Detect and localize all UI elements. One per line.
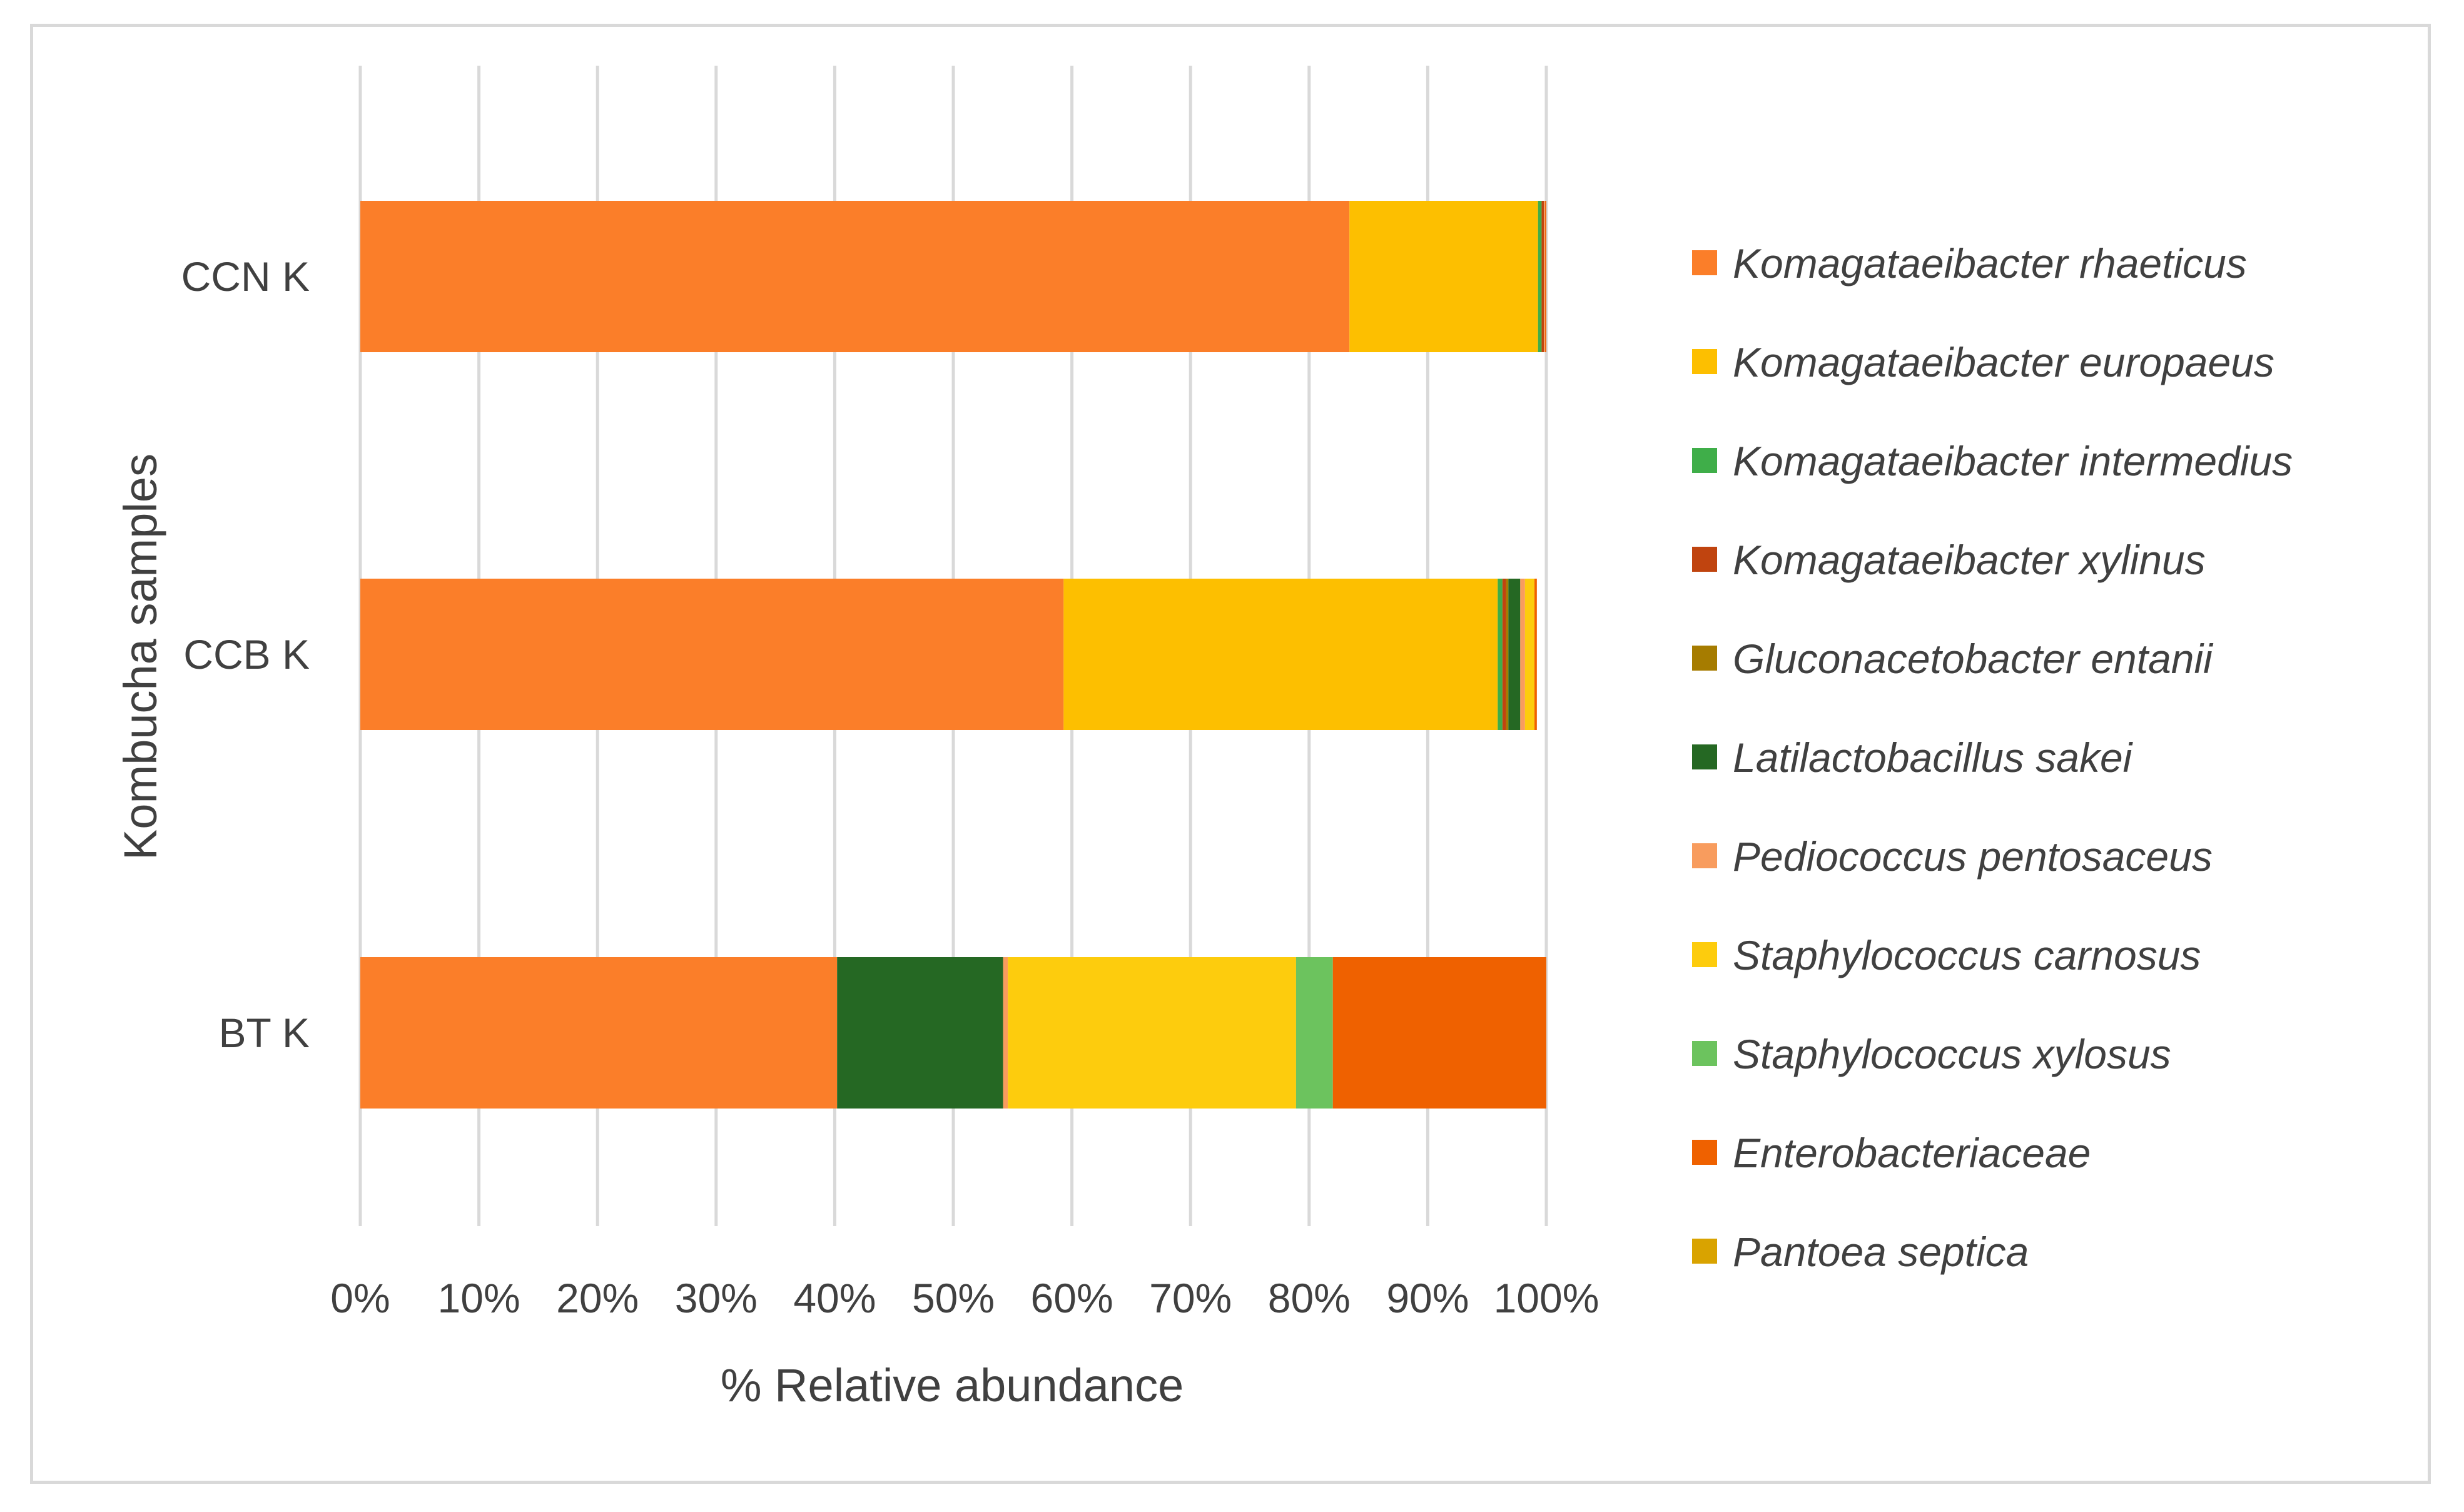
legend-label: Pantoea septica xyxy=(1733,1229,2029,1275)
legend-label: Enterobacteriaceae xyxy=(1733,1130,2091,1176)
x-tick-label: 80% xyxy=(1268,1275,1351,1321)
bar-segment xyxy=(360,579,1064,730)
legend-label: Staphylococcus carnosus xyxy=(1733,932,2201,978)
legend-label: Komagataeibacter xylinus xyxy=(1733,537,2206,583)
legend-swatch xyxy=(1692,448,1717,473)
legend-swatch xyxy=(1692,1041,1717,1066)
legend-label: Komagataeibacter europaeus xyxy=(1733,339,2274,385)
x-tick-label: 0% xyxy=(330,1275,390,1321)
bar-segment xyxy=(360,957,838,1109)
x-tick-label: 60% xyxy=(1031,1275,1113,1321)
bar-segment xyxy=(1506,579,1509,730)
y-tick-label: CCN K xyxy=(181,253,310,300)
x-tick-label: 10% xyxy=(438,1275,520,1321)
bar-segment xyxy=(1295,957,1333,1109)
bar-segment xyxy=(1541,201,1544,352)
bar-segment xyxy=(360,201,1350,352)
legend-swatch xyxy=(1692,250,1717,275)
x-tick-label: 30% xyxy=(675,1275,758,1321)
legend-swatch xyxy=(1692,547,1717,572)
legend-swatch xyxy=(1692,942,1717,967)
bar-segment xyxy=(1544,201,1546,352)
bar-segment xyxy=(1498,579,1503,730)
legend-swatch xyxy=(1692,1239,1717,1264)
legend-swatch xyxy=(1692,1140,1717,1165)
legend-label: Staphylococcus xylosus xyxy=(1733,1031,2171,1077)
legend-swatch xyxy=(1692,349,1717,374)
x-tick-label: 100% xyxy=(1494,1275,1600,1321)
y-tick-label: CCB K xyxy=(183,631,310,677)
legend-swatch xyxy=(1692,744,1717,769)
x-tick-label: 90% xyxy=(1386,1275,1469,1321)
y-axis-ticks: CCN K CCB K BT K xyxy=(181,253,310,1056)
x-tick-label: 40% xyxy=(793,1275,876,1321)
bar-segment xyxy=(1008,957,1296,1109)
bars xyxy=(360,201,1546,1109)
legend-swatch xyxy=(1692,646,1717,671)
legend-label: Gluconacetobacter entanii xyxy=(1733,636,2214,682)
legend: Komagataeibacter rhaeticus Komagataeibact… xyxy=(1692,240,2293,1275)
x-tick-label: 20% xyxy=(556,1275,639,1321)
bar-segment xyxy=(1003,957,1008,1109)
bar-segment xyxy=(837,957,1003,1109)
bar-segment xyxy=(1538,201,1542,352)
x-tick-label: 50% xyxy=(912,1275,995,1321)
x-tick-label: 70% xyxy=(1149,1275,1232,1321)
legend-label: Latilactobacillus sakei xyxy=(1733,734,2134,781)
y-axis-title: Kombucha samples xyxy=(114,454,166,860)
legend-label: Komagataeibacter rhaeticus xyxy=(1733,240,2247,287)
legend-swatch xyxy=(1692,843,1717,868)
x-axis-title: % Relative abundance xyxy=(721,1359,1184,1411)
bar-segment xyxy=(1349,201,1538,352)
legend-label: Pediococcus pentosaceus xyxy=(1733,833,2213,880)
bar-segment xyxy=(1508,579,1521,730)
bar-segment xyxy=(1332,957,1546,1109)
bar-segment xyxy=(1534,579,1537,730)
bar-segment xyxy=(1520,579,1525,730)
bar-segment xyxy=(1524,579,1535,730)
x-axis-ticks: 0% 10% 20% 30% 40% 50% 60% 70% 80% 90% 100% xyxy=(330,1275,1599,1321)
y-tick-label: BT K xyxy=(218,1010,310,1056)
bar-segment xyxy=(1502,579,1506,730)
bar-segment xyxy=(1063,579,1498,730)
bar-segment xyxy=(1545,201,1546,352)
legend-label: Komagataeibacter intermedius xyxy=(1733,438,2293,484)
